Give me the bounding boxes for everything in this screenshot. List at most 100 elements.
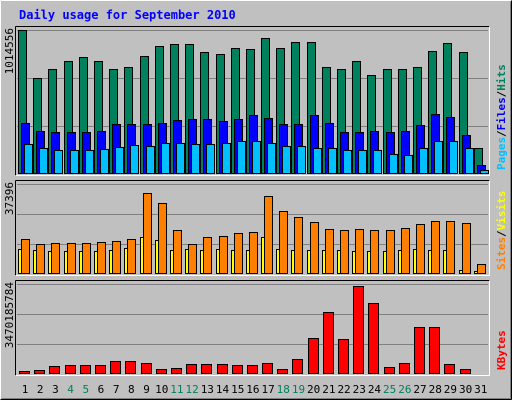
bar-pages: [115, 147, 124, 174]
bar-sites: [431, 221, 440, 274]
day-label: 24: [368, 383, 382, 396]
legend-files: Files: [495, 97, 508, 130]
bar-sites: [143, 193, 152, 274]
day-label: 22: [337, 383, 350, 396]
bar-pages: [358, 150, 367, 174]
day-label: 10: [155, 383, 168, 396]
legend-sites: Sites: [495, 237, 508, 270]
bar-sites: [203, 237, 212, 274]
day-label: 26: [398, 383, 411, 396]
bar-kbytes: [277, 369, 288, 374]
bar-pages: [70, 150, 79, 174]
legend-pages: Pages: [495, 137, 508, 170]
day-label: 17: [261, 383, 274, 396]
bar-pages: [313, 148, 322, 174]
chart-panels: 1014556Pages/Files/Hits37396Sites/Visits…: [3, 26, 508, 396]
bar-pages: [449, 141, 458, 174]
legend-hits: Hits: [495, 64, 508, 91]
bar-sites: [112, 241, 121, 274]
bar-kbytes: [49, 366, 60, 374]
day-label: 6: [98, 383, 105, 396]
bar-pages: [206, 144, 215, 174]
bar-kbytes: [444, 364, 455, 374]
day-label: 3: [52, 383, 59, 396]
day-label: 7: [113, 383, 120, 396]
day-label: 14: [216, 383, 230, 396]
bar-sites: [51, 243, 60, 274]
bar-kbytes: [414, 327, 425, 374]
bar-kbytes: [186, 364, 197, 374]
bar-kbytes: [156, 369, 167, 374]
legend-kbytes: KBytes: [495, 330, 508, 370]
panel-kbytes-frame: [15, 280, 490, 376]
bar-sites: [340, 230, 349, 274]
day-label: 11: [170, 383, 183, 396]
bar-pages: [191, 144, 200, 174]
day-label: 4: [67, 383, 74, 396]
bar-pages: [252, 141, 261, 174]
legend-separator: /: [495, 230, 508, 237]
bar-sites: [325, 229, 334, 274]
y-max-label: 3470185784: [3, 282, 16, 349]
bar-sites: [36, 244, 45, 274]
bar-kbytes: [95, 365, 106, 374]
day-label: 30: [459, 383, 472, 396]
day-label: 9: [143, 383, 150, 396]
day-label: 21: [322, 383, 335, 396]
bar-sites: [82, 243, 91, 274]
bar-sites: [234, 233, 243, 274]
bar-kbytes: [460, 369, 471, 374]
panel-kbytes: 3470185784 KBytes: [3, 280, 508, 376]
legend-separator: /: [495, 130, 508, 137]
day-label: 19: [292, 383, 305, 396]
bar-pages: [176, 143, 185, 174]
bar-sites: [97, 242, 106, 274]
bar-pages: [237, 141, 246, 174]
bar-sites: [355, 229, 364, 274]
bar-sites: [477, 264, 486, 274]
bar-sites: [67, 243, 76, 274]
y-max-label: 37396: [3, 182, 16, 215]
day-label: 15: [231, 383, 244, 396]
legend-visits: Visits: [495, 191, 508, 231]
day-label: 27: [413, 383, 426, 396]
bar-sites: [386, 230, 395, 274]
day-label: 2: [37, 383, 44, 396]
bar-kbytes: [384, 367, 395, 374]
bar-sites: [264, 196, 273, 274]
bar-pages: [373, 150, 382, 174]
bar-pages: [389, 154, 398, 174]
bar-pages: [434, 141, 443, 174]
bar-sites: [446, 221, 455, 274]
bar-pages: [24, 144, 33, 174]
bar-kbytes: [262, 363, 273, 374]
day-label: 13: [201, 383, 214, 396]
bar-sites: [462, 223, 471, 274]
day-label: 8: [128, 383, 135, 396]
chart-title: Daily usage for September 2010: [19, 8, 236, 22]
bar-sites: [219, 236, 228, 274]
bar-kbytes: [80, 365, 91, 374]
bar-kbytes: [65, 365, 76, 374]
bar-pages: [267, 143, 276, 174]
bar-kbytes: [368, 303, 379, 374]
y-max-label: 1014556: [3, 28, 16, 74]
bar-kbytes: [399, 363, 410, 374]
bar-pages: [100, 149, 109, 174]
bar-pages: [146, 146, 155, 174]
bar-pages: [343, 150, 352, 174]
bar-kbytes: [217, 364, 228, 374]
bar-pages: [419, 148, 428, 174]
bar-kbytes: [353, 286, 364, 374]
bar-sites: [310, 222, 319, 274]
bar-pages: [480, 170, 489, 174]
day-label: 5: [82, 383, 89, 396]
bar-sites: [279, 211, 288, 274]
bar-pages: [85, 150, 94, 174]
bar-kbytes: [232, 365, 243, 374]
bar-pages: [404, 155, 413, 174]
bar-pages: [39, 148, 48, 174]
legend-separator: /: [495, 90, 508, 97]
